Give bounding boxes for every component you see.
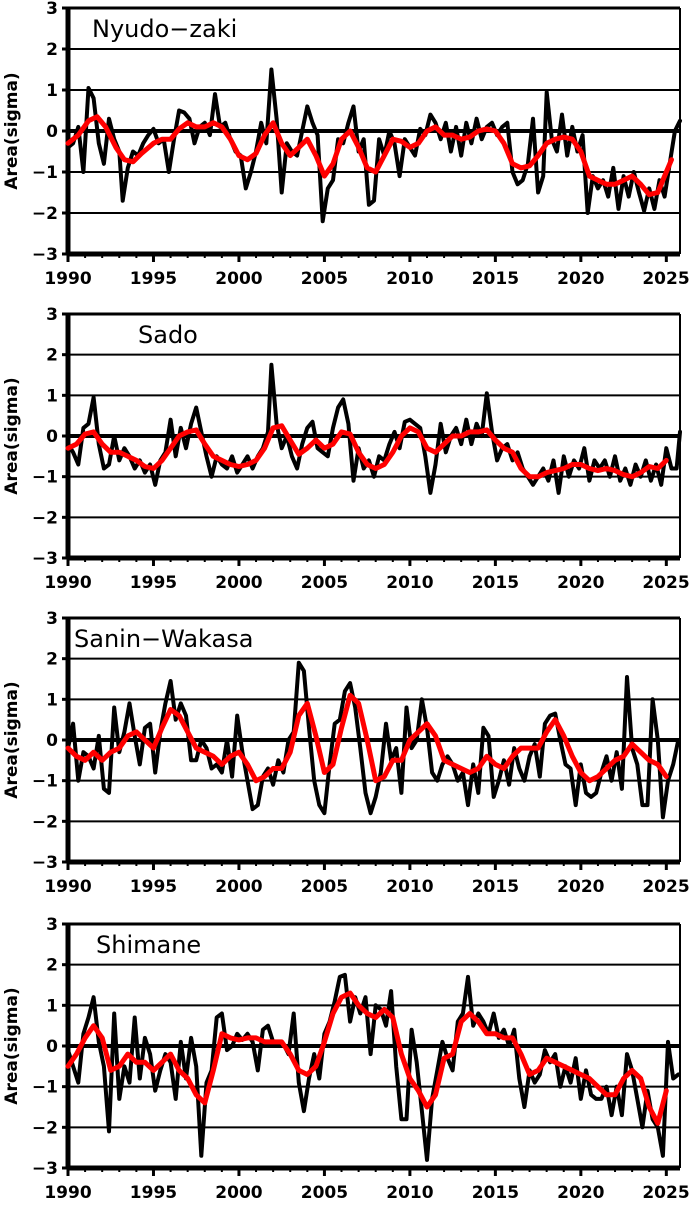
x-tick-label: 1990 xyxy=(44,269,91,289)
chart-panel-3: 3 2 1 0 −1 −2 −3 1990 1995 2000 2005 2010 2015 2020 20… xyxy=(2,915,690,1203)
y-tick-label: 0 xyxy=(46,427,58,447)
y-tick-label: −1 xyxy=(32,468,58,488)
y-tick-label: −2 xyxy=(32,812,58,832)
chart-panel-1: 3 2 1 0 −1 −2 −3 1990 1995 2000 2005 2010 2015 2020 20… xyxy=(2,305,690,593)
x-tick-label: 2005 xyxy=(301,573,348,593)
y-tick-label: 2 xyxy=(46,346,58,366)
x-tick-label: 2025 xyxy=(642,269,689,289)
y-axis-label: Area(sigma) xyxy=(2,681,22,798)
y-tick-label: −3 xyxy=(32,549,58,569)
chart-title: Sado xyxy=(138,321,198,349)
raw-series-line xyxy=(66,67,682,224)
y-tick-label: −1 xyxy=(32,772,58,792)
x-tick-label: 2015 xyxy=(472,877,519,897)
x-tick-label: 2010 xyxy=(386,877,433,897)
raw-series-line xyxy=(66,362,682,495)
x-tick-label: 2010 xyxy=(386,1183,433,1203)
x-tick-label: 1990 xyxy=(44,1183,91,1203)
smoothed-series-line xyxy=(65,990,669,1126)
y-tick-label: −2 xyxy=(32,204,58,224)
x-tick-label: 1990 xyxy=(44,573,91,593)
y-tick-label: 3 xyxy=(46,915,58,935)
chart-title: Nyudo−zaki xyxy=(92,15,237,43)
x-tick-label: 2015 xyxy=(472,269,519,289)
raw-series-line xyxy=(66,660,681,820)
x-tick-label: 2005 xyxy=(301,1183,348,1203)
y-tick-label: 3 xyxy=(46,0,58,19)
raw-series-line xyxy=(66,972,681,1162)
x-tick-label: 2000 xyxy=(215,877,262,897)
x-tick-label: 2010 xyxy=(386,269,433,289)
y-tick-label: −2 xyxy=(32,1118,58,1138)
y-tick-label: 2 xyxy=(46,40,58,60)
y-tick-label: 1 xyxy=(46,386,58,406)
y-tick-label: −1 xyxy=(32,163,58,183)
x-tick-label: 1995 xyxy=(130,877,177,897)
x-tick-label: 2000 xyxy=(215,269,262,289)
y-tick-label: −1 xyxy=(32,1078,58,1098)
y-tick-label: 3 xyxy=(46,305,58,325)
x-tick-label: 2000 xyxy=(215,573,262,593)
y-tick-label: 2 xyxy=(46,956,58,976)
x-tick-label: 2025 xyxy=(642,573,689,593)
chart-panel-0: 3 2 1 0 −1 −2 −3 1990 1995 2000 2005 2010 2015 2020 20… xyxy=(2,0,690,289)
y-tick-label: −2 xyxy=(32,508,58,528)
x-tick-label: 2020 xyxy=(557,573,604,593)
x-tick-label: 2015 xyxy=(472,1183,519,1203)
x-tick-label: 2025 xyxy=(642,1183,689,1203)
y-tick-label: 0 xyxy=(46,1037,58,1057)
x-tick-label: 2020 xyxy=(557,1183,604,1203)
y-tick-label: −3 xyxy=(32,245,58,265)
y-tick-label: 2 xyxy=(46,650,58,670)
y-tick-label: 1 xyxy=(46,81,58,101)
y-axis-label: Area(sigma) xyxy=(2,987,22,1104)
smoothed-series-line xyxy=(65,114,674,198)
x-tick-label: 1995 xyxy=(130,269,177,289)
x-tick-label: 1995 xyxy=(130,573,177,593)
y-axis-label: Area(sigma) xyxy=(2,377,22,494)
x-tick-label: 1995 xyxy=(130,1183,177,1203)
x-tick-label: 2025 xyxy=(642,877,689,897)
x-tick-label: 2000 xyxy=(215,1183,262,1203)
chart-title: Shimane xyxy=(96,931,201,959)
x-tick-label: 2010 xyxy=(386,573,433,593)
y-tick-label: −3 xyxy=(32,853,58,873)
y-tick-label: −3 xyxy=(32,1159,58,1179)
smoothed-series-line xyxy=(65,423,669,480)
x-tick-label: 2020 xyxy=(557,269,604,289)
y-tick-label: 1 xyxy=(46,690,58,710)
chart-title: Sanin−Wakasa xyxy=(74,625,253,653)
y-tick-label: 0 xyxy=(46,122,58,142)
x-tick-label: 1990 xyxy=(44,877,91,897)
chart-panel-2: 3 2 1 0 −1 −2 −3 1990 1995 2000 2005 2010 2015 2020 20… xyxy=(2,609,690,897)
y-tick-label: 1 xyxy=(46,996,58,1016)
x-tick-label: 2020 xyxy=(557,877,604,897)
y-axis-label: Area(sigma) xyxy=(2,72,22,189)
smoothed-series-line xyxy=(65,692,669,784)
x-tick-label: 2005 xyxy=(301,269,348,289)
x-tick-label: 2005 xyxy=(301,877,348,897)
x-tick-label: 2015 xyxy=(472,573,519,593)
y-tick-label: 3 xyxy=(46,609,58,629)
y-tick-label: 0 xyxy=(46,731,58,751)
